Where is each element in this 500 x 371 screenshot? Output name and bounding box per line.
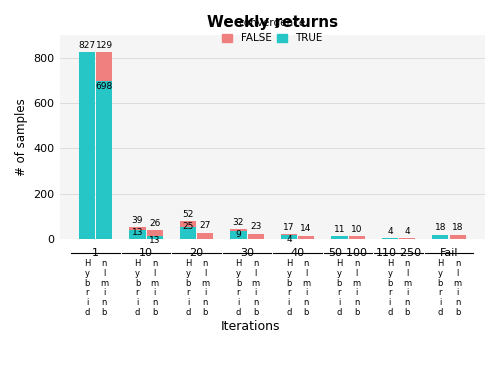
- Text: 4: 4: [286, 234, 292, 244]
- Text: Iterations: Iterations: [220, 320, 280, 333]
- Text: 23: 23: [250, 222, 262, 231]
- Bar: [197, 233, 213, 239]
- Text: 129: 129: [96, 40, 112, 50]
- Text: n
l
m
i
n
b: n l m i n b: [100, 259, 108, 316]
- Text: n
l
m
i
n
b: n l m i n b: [150, 259, 158, 316]
- Text: 10: 10: [139, 248, 153, 258]
- Text: 17: 17: [283, 223, 294, 232]
- Bar: [180, 221, 196, 227]
- Bar: [96, 81, 112, 239]
- Text: 110-250: 110-250: [376, 248, 422, 258]
- Text: n
l
m
i
n
b: n l m i n b: [201, 259, 209, 316]
- Text: 18: 18: [434, 223, 446, 232]
- Title: Weekly returns: Weekly returns: [206, 15, 338, 30]
- Text: 18: 18: [452, 223, 464, 232]
- Text: 40: 40: [290, 248, 304, 258]
- Text: H
y
b
r
i
d: H y b r i d: [437, 259, 444, 316]
- Text: 30: 30: [240, 248, 254, 258]
- Bar: [130, 227, 146, 230]
- Bar: [348, 236, 364, 239]
- Text: 9: 9: [236, 230, 242, 239]
- Text: n
l
m
i
n
b: n l m i n b: [403, 259, 411, 316]
- Bar: [298, 236, 314, 239]
- Text: n
l
m
i
n
b: n l m i n b: [352, 259, 360, 316]
- Text: H
y
b
r
i
d: H y b r i d: [336, 259, 342, 316]
- Text: H
y
b
r
i
d: H y b r i d: [286, 259, 292, 316]
- Text: 4: 4: [404, 227, 410, 236]
- Text: H
y
b
r
i
d: H y b r i d: [84, 259, 90, 316]
- Text: 26: 26: [149, 219, 160, 228]
- Bar: [450, 234, 466, 239]
- Bar: [96, 52, 112, 81]
- Bar: [399, 238, 415, 239]
- Text: 32: 32: [233, 218, 244, 227]
- Text: Fail: Fail: [440, 248, 458, 258]
- Text: 50-100: 50-100: [328, 248, 368, 258]
- Bar: [248, 233, 264, 239]
- Text: 25: 25: [182, 222, 194, 231]
- Bar: [332, 236, 347, 239]
- Text: 13: 13: [132, 228, 143, 237]
- Bar: [79, 52, 95, 239]
- Bar: [432, 234, 448, 239]
- Text: 1: 1: [92, 248, 99, 258]
- Bar: [281, 235, 297, 239]
- Text: n
l
m
i
n
b: n l m i n b: [302, 259, 310, 316]
- Text: 10: 10: [351, 225, 362, 234]
- Y-axis label: # of samples: # of samples: [15, 98, 28, 176]
- Text: 11: 11: [334, 225, 345, 234]
- Bar: [230, 229, 246, 232]
- Bar: [281, 234, 297, 235]
- Text: H
y
b
r
i
d: H y b r i d: [134, 259, 140, 316]
- Text: 39: 39: [132, 216, 143, 225]
- Text: 14: 14: [300, 224, 312, 233]
- Bar: [382, 238, 398, 239]
- Bar: [146, 236, 162, 239]
- Text: 4: 4: [387, 227, 392, 236]
- Text: 13: 13: [149, 236, 160, 246]
- Text: 27: 27: [200, 221, 211, 230]
- Text: 20: 20: [190, 248, 203, 258]
- Text: 698: 698: [96, 82, 113, 91]
- Text: H
y
b
r
i
d: H y b r i d: [386, 259, 393, 316]
- Bar: [230, 232, 246, 239]
- Legend: FALSE, TRUE: FALSE, TRUE: [218, 14, 327, 47]
- Text: 52: 52: [182, 210, 194, 219]
- Text: H
y
b
r
i
d: H y b r i d: [185, 259, 191, 316]
- Bar: [146, 230, 162, 236]
- Text: H
y
b
r
i
d: H y b r i d: [236, 259, 242, 316]
- Bar: [130, 230, 146, 239]
- Text: 827: 827: [78, 40, 96, 50]
- Bar: [180, 227, 196, 239]
- Text: n
l
m
i
n
b: n l m i n b: [454, 259, 462, 316]
- Text: n
l
m
i
n
b: n l m i n b: [252, 259, 260, 316]
